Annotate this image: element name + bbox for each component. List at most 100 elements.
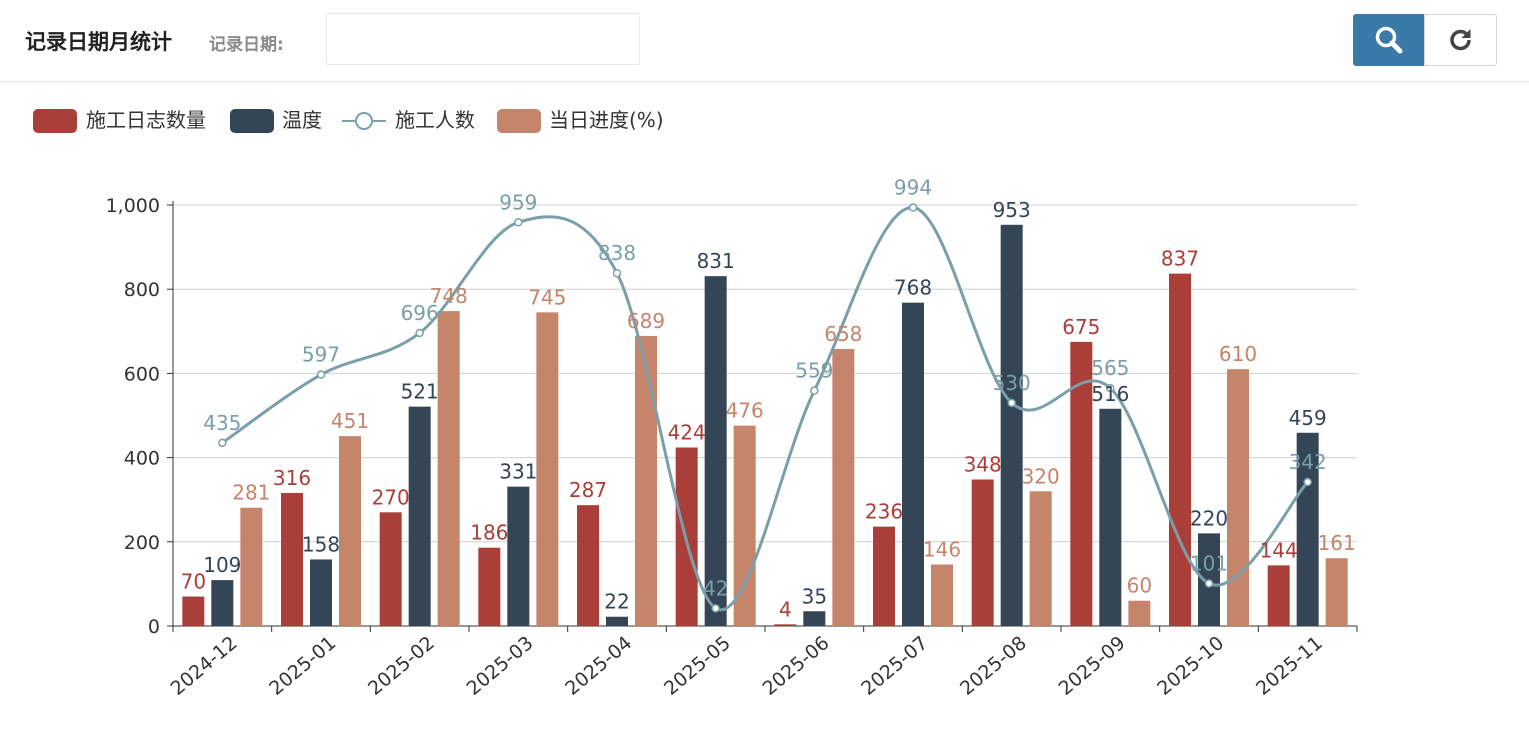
y-tick-label: 0	[148, 616, 160, 638]
line-workers	[221, 206, 1309, 612]
bar-temperature-value: 35	[802, 584, 827, 608]
bar-log-count-value: 186	[470, 521, 508, 545]
bar-temperature	[902, 302, 924, 626]
y-tick-label: 800	[124, 279, 160, 301]
line-point-workers	[1106, 383, 1115, 393]
bar-temperature-value: 521	[401, 380, 439, 404]
line-workers-value: 696	[401, 301, 439, 325]
chart-line	[218, 203, 1312, 613]
bar-progress-value: 60	[1127, 574, 1152, 598]
chart-labels: 70 316 270 186 287 424 4 236 348 675 837 144 109 158 5…	[181, 176, 1356, 622]
line-point-workers	[415, 328, 424, 338]
bar-progress	[437, 311, 460, 626]
bar-progress-value: 689	[627, 309, 665, 333]
bar-progress-value: 748	[430, 284, 468, 308]
legend-label-log-count: 施工日志数量	[86, 108, 206, 132]
search-button[interactable]	[1353, 14, 1425, 66]
line-workers-value: 530	[993, 371, 1031, 395]
legend-swatch-temperature	[230, 109, 274, 133]
bar-temperature	[803, 611, 826, 626]
bar-log-count-value: 144	[1260, 538, 1298, 562]
x-tick-label: 2025-03	[463, 632, 538, 700]
line-point-workers	[1303, 477, 1312, 487]
bar-progress-value: 451	[331, 409, 369, 433]
bar-progress	[240, 507, 263, 626]
bar-log-count-value: 424	[668, 420, 706, 444]
bar-log-count	[379, 512, 402, 626]
line-point-workers	[908, 203, 918, 212]
x-tick-label: 2025-01	[265, 632, 340, 700]
bar-log-count	[478, 547, 501, 626]
bar-temperature	[704, 276, 727, 626]
bar-log-count-value: 270	[372, 485, 410, 509]
bar-progress	[339, 436, 361, 626]
legend-item-workers[interactable]: 施工人数	[342, 108, 475, 132]
x-tick-label: 2025-05	[660, 632, 735, 700]
line-workers-value: 42	[703, 576, 728, 600]
bar-log-count	[281, 492, 303, 626]
x-tick-label: 2025-02	[364, 632, 439, 700]
legend-item-log-count[interactable]: 施工日志数量	[33, 108, 206, 133]
bar-log-count-value: 675	[1062, 315, 1100, 339]
bar-log-count	[1169, 273, 1191, 626]
line-point-workers	[612, 268, 622, 278]
bar-progress-value: 161	[1318, 531, 1356, 555]
bar-log-count-value: 837	[1161, 247, 1199, 271]
x-tick-label: 2025-09	[1055, 632, 1130, 700]
legend-label-temperature: 温度	[282, 108, 322, 132]
line-workers-value: 994	[894, 176, 932, 200]
bar-temperature-value: 331	[499, 460, 537, 484]
bar-temperature	[1296, 432, 1319, 626]
bar-progress	[832, 348, 855, 626]
line-workers-value: 559	[795, 359, 833, 383]
bar-progress	[1029, 491, 1052, 626]
bar-progress-value: 658	[824, 322, 862, 346]
legend-label-progress: 当日进度(%)	[549, 108, 664, 132]
bar-temperature-value: 516	[1091, 382, 1129, 406]
bar-log-count	[577, 505, 599, 626]
refresh-button[interactable]	[1424, 14, 1497, 66]
bar-progress	[635, 335, 657, 626]
bar-progress	[1128, 600, 1151, 626]
bar-progress-value: 320	[1022, 464, 1060, 488]
bar-temperature-value: 22	[604, 590, 629, 614]
x-tick-label: 2025-10	[1153, 632, 1228, 700]
bar-temperature-value: 109	[203, 553, 241, 577]
bar-log-count-value: 70	[181, 570, 206, 594]
bar-progress-value: 610	[1219, 342, 1257, 366]
x-tick-label: 2025-08	[956, 632, 1031, 700]
legend-item-progress[interactable]: 当日进度(%)	[497, 108, 664, 133]
x-tick-label: 2025-07	[857, 632, 932, 700]
bar-temperature	[1099, 408, 1122, 626]
bar-log-count-value: 316	[273, 466, 311, 490]
record-date-input[interactable]	[326, 13, 640, 65]
bar-temperature	[507, 486, 530, 626]
line-workers-value: 838	[598, 241, 636, 265]
bar-temperature	[408, 406, 431, 626]
line-point-workers	[316, 370, 326, 379]
bar-temperature-value: 220	[1190, 506, 1228, 530]
line-point-workers	[711, 604, 720, 613]
chart-bars	[182, 224, 1348, 627]
bar-log-count-value: 4	[779, 597, 792, 621]
line-point-workers	[514, 218, 523, 227]
line-workers-value: 597	[302, 343, 340, 367]
refresh-icon	[1449, 29, 1471, 51]
y-tick-label: 1,000	[106, 195, 160, 217]
line-point-workers	[218, 438, 227, 448]
bar-progress-value: 146	[923, 538, 961, 562]
toolbar: 记录日期月统计 记录日期:	[0, 0, 1529, 82]
bar-temperature-value: 459	[1289, 406, 1327, 430]
bar-temperature	[211, 580, 234, 626]
bar-log-count-value: 287	[569, 478, 607, 502]
line-workers-value: 565	[1091, 356, 1129, 380]
x-tick-label: 2025-11	[1252, 632, 1327, 700]
legend-item-temperature[interactable]: 温度	[230, 108, 322, 133]
bar-progress	[1227, 369, 1249, 626]
bar-log-count	[873, 526, 895, 626]
bar-log-count-value: 348	[964, 452, 1002, 476]
bar-progress	[1325, 558, 1348, 626]
line-workers-value: 435	[203, 411, 241, 435]
x-tick-label: 2024-12	[167, 632, 242, 700]
